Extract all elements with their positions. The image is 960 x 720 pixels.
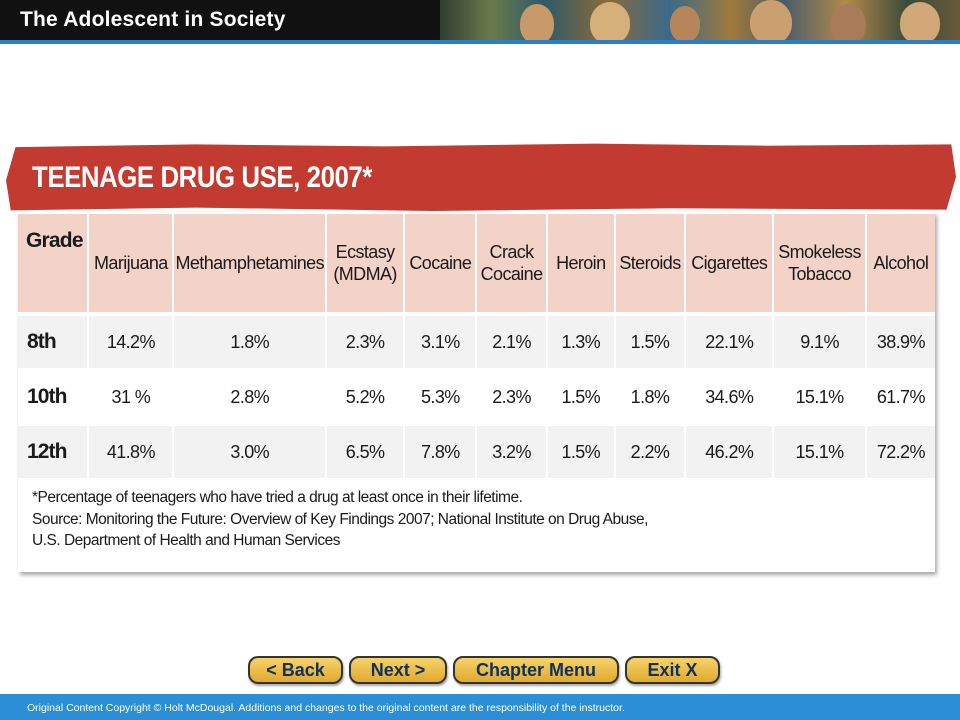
column-header: Marijuana: [88, 214, 175, 316]
banner-title: TEENAGE DRUG USE, 2007*: [32, 161, 372, 194]
grade-cell: 12th: [18, 424, 90, 478]
header-title: The Adolescent in Society: [20, 8, 286, 31]
table-cell: 15.1%: [773, 424, 867, 478]
copyright-text: Original Content Copyright © Holt McDoug…: [27, 702, 625, 714]
chart-banner: TEENAGE DRUG USE, 2007*: [6, 143, 956, 211]
column-header: Ecstasy (MDMA): [325, 214, 406, 316]
table-cell: 2.1%: [476, 314, 548, 371]
table-cell: 14.2%: [88, 314, 175, 371]
drug-use-table: Grade Marijuana Methamphetamines Ecstasy…: [18, 214, 935, 478]
table-row: 8th 14.2% 1.8% 2.3% 3.1% 2.1% 1.3% 1.5% …: [18, 314, 935, 371]
table-row: 12th 41.8% 3.0% 6.5% 7.8% 3.2% 1.5% 2.2%…: [18, 424, 935, 478]
table-cell: 2.3%: [325, 314, 406, 371]
table-cell: 46.2%: [685, 424, 775, 478]
table-cell: 3.2%: [476, 424, 548, 478]
next-button[interactable]: Next >: [349, 656, 447, 684]
exit-button[interactable]: Exit X: [625, 656, 720, 684]
header-stripe: [0, 40, 960, 44]
table-cell: 1.8%: [173, 314, 327, 371]
source-line: U.S. Department of Health and Human Serv…: [32, 532, 340, 549]
table-cell: 1.3%: [546, 314, 616, 371]
column-header: Smokeless Tobacco: [773, 214, 867, 316]
header-fade: [300, 0, 480, 40]
table-cell: 31 %: [88, 369, 175, 426]
footnote-line: *Percentage of teenagers who have tried …: [32, 489, 523, 506]
table-cell: 2.3%: [476, 369, 548, 426]
table-cell: 34.6%: [685, 369, 775, 426]
column-header: Cigarettes: [685, 214, 775, 316]
table-footnote: *Percentage of teenagers who have tried …: [32, 487, 912, 552]
footer-bar: Original Content Copyright © Holt McDoug…: [0, 694, 960, 720]
grade-cell: 8th: [18, 314, 90, 371]
table-cell: 3.1%: [404, 314, 478, 371]
table-cell: 1.5%: [546, 424, 616, 478]
table-cell: 1.8%: [614, 369, 687, 426]
column-header: Steroids: [614, 214, 687, 316]
table-cell: 2.2%: [614, 424, 687, 478]
table-cell: 22.1%: [685, 314, 775, 371]
header-collage-image: [440, 0, 960, 40]
column-header: Alcohol: [865, 214, 935, 316]
table-cell: 41.8%: [88, 424, 175, 478]
column-header: Cocaine: [404, 214, 478, 316]
chapter-menu-button[interactable]: Chapter Menu: [453, 656, 619, 684]
table-cell: 5.3%: [404, 369, 478, 426]
table-cell: 2.8%: [173, 369, 327, 426]
table-header-row: Grade Marijuana Methamphetamines Ecstasy…: [18, 214, 935, 316]
table-cell: 15.1%: [773, 369, 867, 426]
table-cell: 9.1%: [773, 314, 867, 371]
table-cell: 3.0%: [173, 424, 327, 478]
table-cell: 7.8%: [404, 424, 478, 478]
back-button[interactable]: < Back: [248, 656, 343, 684]
column-header: Heroin: [546, 214, 616, 316]
header-bar: The Adolescent in Society: [0, 0, 960, 40]
table-cell: 6.5%: [325, 424, 406, 478]
table-cell: 1.5%: [546, 369, 616, 426]
table-cell: 72.2%: [865, 424, 935, 478]
column-header: Crack Cocaine: [476, 214, 548, 316]
column-header: Methamphetamines: [173, 214, 327, 316]
source-line: Source: Monitoring the Future: Overview …: [32, 510, 648, 528]
column-header: Grade: [18, 214, 90, 316]
table-cell: 5.2%: [325, 369, 406, 426]
table-cell: 1.5%: [614, 314, 687, 371]
table-cell: 38.9%: [865, 314, 935, 371]
table-cell: 61.7%: [865, 369, 935, 426]
grade-cell: 10th: [18, 369, 90, 426]
table-row: 10th 31 % 2.8% 5.2% 5.3% 2.3% 1.5% 1.8% …: [18, 369, 935, 426]
